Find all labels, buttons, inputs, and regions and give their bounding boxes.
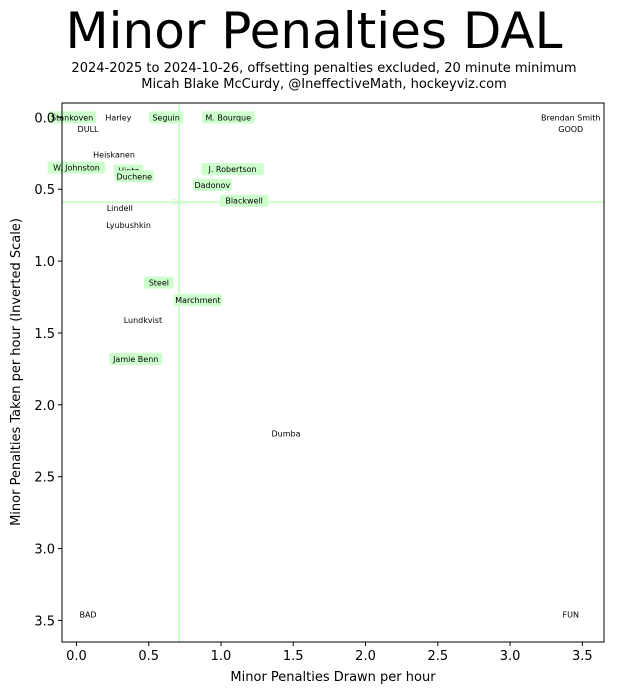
- player-point: Steel: [144, 276, 174, 289]
- x-axis-ticks: 0.0 0.5 1.0 1.5 2.0 2.5 3.0 3.5: [66, 642, 593, 664]
- points-layer: Stankoven Seguin M. Bourque Harley Heiskanen…: [47, 111, 601, 439]
- player-point-label: Blackwell: [225, 197, 263, 206]
- player-point: Stankoven: [47, 111, 97, 124]
- y-tick-label: 3.5: [34, 614, 55, 629]
- player-point: Duchene: [114, 170, 154, 183]
- player-point-label: Brendan Smith: [541, 113, 601, 122]
- y-tick-label: 1.5: [34, 327, 55, 342]
- player-point: Harley: [105, 113, 131, 122]
- player-point-label: Lundkvist: [124, 316, 162, 325]
- player-point-highlight: [47, 111, 97, 124]
- y-axis-ticks: 0.0 0.5 1.0 1.5 2.0 2.5 3.0 3.5: [34, 111, 62, 629]
- x-tick-label: 2.0: [355, 649, 376, 664]
- plot-frame: [61, 102, 605, 643]
- player-point: Jamie Benn: [109, 352, 163, 365]
- player-point: Brendan Smith: [541, 113, 601, 122]
- player-point-label: Heiskanen: [93, 151, 135, 160]
- x-tick-label: 3.5: [572, 649, 593, 664]
- y-tick-label: 3.0: [34, 543, 55, 558]
- player-point: Lindell: [107, 204, 133, 213]
- player-point-highlight: [201, 111, 255, 124]
- x-tick-label: 0.0: [66, 649, 87, 664]
- player-point: W. Johnston: [47, 161, 106, 174]
- player-point-label: Marchment: [175, 296, 220, 305]
- player-point: Dadonov: [192, 178, 232, 191]
- player-point-label: Lindell: [107, 204, 133, 213]
- corner-label: DULL: [78, 125, 99, 134]
- corner-label: GOOD: [558, 125, 583, 134]
- player-point-label: Jamie Benn: [112, 355, 158, 364]
- player-point-label: Harley: [105, 113, 131, 122]
- player-point-label: Seguin: [152, 113, 179, 122]
- y-tick-label: 0.5: [34, 183, 55, 198]
- player-point: M. Bourque: [201, 111, 255, 124]
- player-point-highlight: [109, 352, 163, 365]
- player-point-label: Dadonov: [194, 181, 230, 190]
- player-point-highlight: [219, 194, 269, 207]
- player-point-highlight: [192, 178, 232, 191]
- player-point: J. Robertson: [201, 163, 264, 176]
- player-point-label: Stankoven: [51, 113, 93, 122]
- chart-subtitle-line-2: Micah Blake McCurdy, @IneffectiveMath, h…: [141, 77, 507, 92]
- y-tick-label: 0.0: [34, 111, 55, 126]
- x-tick-label: 1.5: [283, 649, 304, 664]
- player-point-label: Steel: [149, 279, 169, 288]
- player-point: Lundkvist: [124, 316, 162, 325]
- corner-labels-layer: DULL GOOD BAD FUN: [78, 125, 584, 620]
- y-tick-label: 1.0: [34, 255, 55, 270]
- x-tick-label: 0.5: [138, 649, 159, 664]
- player-point-highlight: [114, 170, 154, 183]
- chart-title: Minor Penalties DAL: [65, 2, 563, 60]
- player-point: Blackwell: [219, 194, 269, 207]
- player-point: Dumba: [272, 430, 301, 439]
- player-point-highlight: [144, 276, 174, 289]
- player-point: Lyubushkin: [106, 221, 151, 230]
- team-reference-label: DAL: [171, 198, 187, 207]
- player-point-label: Lyubushkin: [106, 221, 151, 230]
- player-point-highlight: [201, 163, 264, 176]
- player-point-label: Dumba: [272, 430, 301, 439]
- y-tick-label: 2.5: [34, 471, 55, 486]
- player-point-label: J. Robertson: [207, 165, 256, 174]
- team-reference-layer: DAL: [62, 103, 604, 642]
- corner-label: BAD: [79, 611, 96, 620]
- player-point-label: W. Johnston: [53, 164, 100, 173]
- player-point-label: M. Bourque: [205, 113, 251, 122]
- x-axis-label: Minor Penalties Drawn per hour: [230, 670, 436, 685]
- corner-label: FUN: [563, 611, 579, 620]
- x-tick-label: 1.0: [211, 649, 232, 664]
- player-point: Marchment: [173, 293, 223, 306]
- player-point-highlight: [173, 293, 223, 306]
- y-tick-label: 2.0: [34, 399, 55, 414]
- y-axis-label: Minor Penalties Taken per hour (Inverted…: [9, 218, 24, 526]
- chart-subtitle-line-1: 2024-2025 to 2024-10-26, offsetting pena…: [71, 61, 577, 76]
- x-tick-label: 3.0: [500, 649, 521, 664]
- player-point: Seguin: [148, 111, 184, 124]
- x-tick-label: 2.5: [427, 649, 448, 664]
- player-point: Heiskanen: [93, 151, 135, 160]
- player-point-highlight: [148, 111, 184, 124]
- player-point-label: Duchene: [116, 172, 152, 181]
